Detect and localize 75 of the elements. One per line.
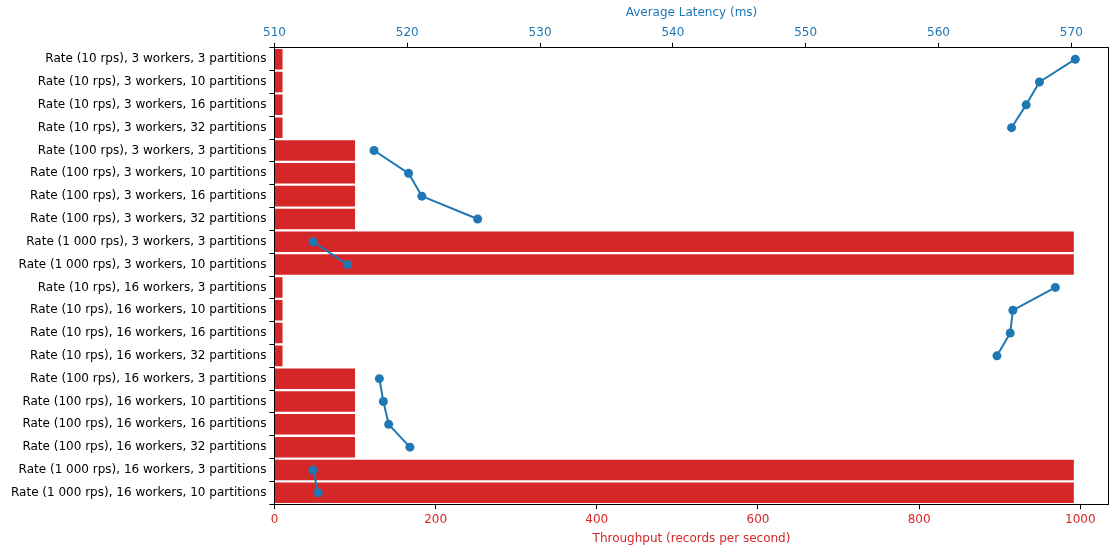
bar	[274, 254, 1074, 275]
y-tick-label: Rate (100 rps), 3 workers, 16 partitions	[30, 188, 267, 203]
y-tick-label: Rate (100 rps), 16 workers, 16 partitions	[22, 416, 267, 431]
x2-axis-title: Average Latency (ms)	[625, 5, 758, 20]
bar	[274, 208, 356, 230]
y-tick-label: Rate (10 rps), 16 workers, 10 partitions	[30, 302, 267, 317]
point	[1021, 100, 1031, 110]
bar	[274, 459, 1074, 481]
point	[378, 397, 388, 407]
bar	[274, 299, 283, 321]
point	[1005, 328, 1015, 338]
bar	[274, 322, 283, 344]
point	[1034, 77, 1044, 87]
bar	[274, 414, 356, 435]
bar	[274, 368, 356, 389]
y-tick-label: Rate (1 000 rps), 3 workers, 10 partitions	[18, 256, 267, 271]
x2-tick-label: 530	[528, 24, 552, 39]
x2-tick-label: 520	[395, 24, 419, 39]
x-tick-label: 1000	[1065, 511, 1096, 526]
point	[417, 191, 427, 201]
point	[1050, 282, 1060, 292]
x-tick-label: 400	[585, 511, 609, 526]
point	[384, 419, 394, 429]
y-tick-label: Rate (1 000 rps), 3 workers, 3 partitions	[26, 233, 267, 248]
bar	[274, 140, 356, 161]
y-tick-label: Rate (10 rps), 3 workers, 16 partitions	[37, 96, 267, 111]
point	[473, 214, 483, 224]
bar	[274, 345, 283, 367]
bar	[274, 277, 283, 298]
point	[343, 260, 352, 270]
point	[405, 442, 415, 452]
y-tick-label: Rate (1 000 rps), 16 workers, 3 partitions	[18, 462, 267, 477]
y-tick-label: Rate (1 000 rps), 16 workers, 10 partitions	[11, 484, 267, 499]
point	[369, 145, 379, 155]
y-tick-label: Rate (10 rps), 16 workers, 3 partitions	[37, 279, 267, 294]
point	[992, 351, 1002, 361]
bar	[274, 94, 283, 116]
point	[1007, 123, 1017, 133]
x2-tick-label: 540	[661, 24, 685, 39]
y-tick-label: Rate (100 rps), 16 workers, 32 partitions	[22, 439, 267, 454]
point	[1070, 54, 1080, 64]
y-tick-label: Rate (10 rps), 3 workers, 32 partitions	[37, 119, 267, 134]
bar	[274, 436, 356, 458]
point	[404, 168, 414, 178]
point	[374, 374, 384, 384]
x2-tick-label: 510	[263, 24, 286, 39]
bar	[274, 231, 1074, 253]
point	[308, 465, 318, 475]
x-tick-label: 0	[270, 511, 279, 526]
point	[1008, 305, 1018, 315]
x2-tick-label: 550	[794, 24, 818, 39]
y-tick-label: Rate (10 rps), 3 workers, 3 partitions	[45, 51, 267, 66]
y-tick-label: Rate (100 rps), 3 workers, 32 partitions	[30, 211, 267, 226]
bar	[274, 48, 283, 70]
y-tick-label: Rate (100 rps), 16 workers, 3 partitions	[30, 370, 267, 385]
point	[313, 488, 323, 498]
y-tick-label: Rate (100 rps), 3 workers, 3 partitions	[37, 142, 267, 157]
y-tick-label: Rate (10 rps), 16 workers, 32 partitions	[30, 347, 267, 362]
x-tick-label: 800	[907, 511, 931, 526]
point	[308, 237, 318, 247]
x2-tick-label: 570	[1059, 24, 1083, 39]
bar	[274, 71, 283, 93]
y-tick-label: Rate (100 rps), 16 workers, 10 partitions	[22, 393, 267, 408]
y-tick-label: Rate (10 rps), 3 workers, 10 partitions	[37, 74, 267, 89]
x-tick-label: 600	[746, 511, 770, 526]
bar	[274, 391, 356, 412]
x-axis-title: Throughput (records per second)	[591, 530, 791, 545]
bar	[274, 185, 356, 207]
bar	[274, 482, 1074, 504]
bar	[274, 117, 283, 138]
y-tick-label: Rate (100 rps), 3 workers, 10 partitions	[30, 165, 267, 180]
x-tick-label: 200	[424, 511, 448, 526]
bar	[274, 163, 356, 184]
y-tick-label: Rate (10 rps), 16 workers, 16 partitions	[30, 325, 267, 340]
x2-tick-label: 560	[927, 24, 950, 39]
